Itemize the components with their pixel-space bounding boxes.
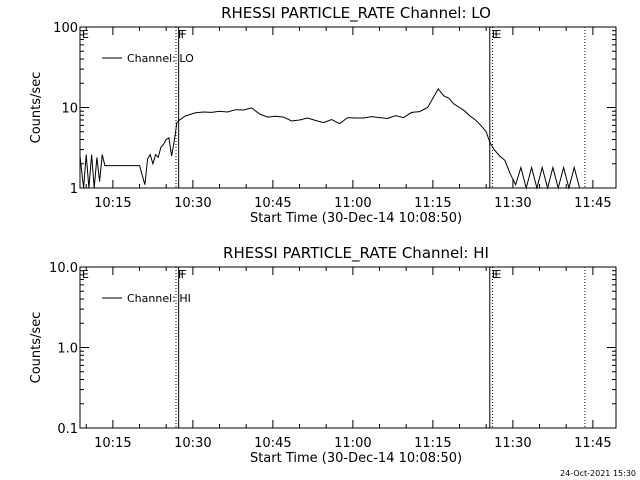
chart-title-0: RHESSI PARTICLE_RATE Channel: LO [221, 4, 491, 23]
x-tick-label-1-5: 11:30 [494, 436, 531, 451]
time-marker-label-1-3: E [492, 268, 499, 281]
x-tick-label-0-5: 11:30 [494, 196, 531, 211]
x-tick-label-1-3: 11:00 [334, 436, 371, 451]
y-tick-label-0-2: 100 [53, 21, 78, 36]
x-tick-label-0-0: 10:15 [94, 196, 131, 211]
time-marker-label-1-0: E [82, 268, 89, 281]
x-tick-label-1-4: 11:15 [414, 436, 451, 451]
y-axis-label-1: Counts/sec [29, 312, 44, 384]
legend-entry-1: Channel: HI [127, 292, 191, 305]
time-marker-label-0-3: E [492, 28, 499, 41]
y-axis-label-0: Counts/sec [29, 72, 44, 144]
x-tick-label-1-1: 10:30 [174, 436, 211, 451]
y-tick-label-1-2: 10.0 [49, 261, 78, 276]
x-tick-label-0-6: 11:45 [574, 196, 611, 211]
x-tick-label-0-2: 10:45 [254, 196, 291, 211]
y-tick-label-1-1: 1.0 [57, 342, 78, 357]
time-marker-label-0-0: E [82, 28, 89, 41]
x-tick-label-1-2: 10:45 [254, 436, 291, 451]
time-marker-label-0-4: E [494, 28, 501, 41]
time-marker-label-1-2: F [181, 268, 187, 281]
x-tick-label-1-6: 11:45 [574, 436, 611, 451]
time-marker-label-1-4: E [494, 268, 501, 281]
y-tick-label-0-0: 1 [70, 182, 78, 197]
x-tick-label-1-0: 10:15 [94, 436, 131, 451]
generation-stamp: 24-Oct-2021 15:30 [560, 469, 636, 478]
time-marker-label-0-1: F [178, 28, 184, 41]
x-tick-label-0-1: 10:30 [174, 196, 211, 211]
time-marker-label-1-1: F [178, 268, 184, 281]
x-axis-label-0: Start Time (30-Dec-14 10:08:50) [250, 211, 462, 226]
legend-entry-0: Channel: LO [127, 52, 194, 65]
x-tick-label-0-4: 11:15 [414, 196, 451, 211]
y-tick-label-1-0: 0.1 [57, 422, 78, 437]
x-axis-label-1: Start Time (30-Dec-14 10:08:50) [250, 451, 462, 466]
time-marker-label-0-2: F [181, 28, 187, 41]
series-line-0-0 [79, 88, 581, 190]
chart-title-1: RHESSI PARTICLE_RATE Channel: HI [223, 244, 489, 263]
x-tick-label-0-3: 11:00 [334, 196, 371, 211]
y-tick-label-0-1: 10 [61, 102, 78, 117]
